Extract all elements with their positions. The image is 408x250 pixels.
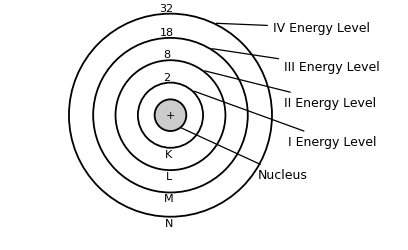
Text: IV Energy Level: IV Energy Level: [216, 22, 370, 35]
Text: K: K: [165, 149, 172, 159]
Text: M: M: [164, 194, 173, 203]
Circle shape: [155, 100, 186, 132]
Text: 8: 8: [163, 50, 170, 60]
Text: III Energy Level: III Energy Level: [212, 50, 380, 74]
Text: L: L: [166, 172, 172, 181]
Text: I Energy Level: I Energy Level: [194, 92, 376, 148]
Text: N: N: [164, 218, 173, 228]
Text: 32: 32: [160, 4, 174, 14]
Text: 2: 2: [163, 72, 170, 82]
Text: II Energy Level: II Energy Level: [205, 72, 376, 109]
Text: +: +: [166, 111, 175, 121]
Text: Nucleus: Nucleus: [180, 128, 308, 182]
Text: 18: 18: [160, 28, 174, 38]
